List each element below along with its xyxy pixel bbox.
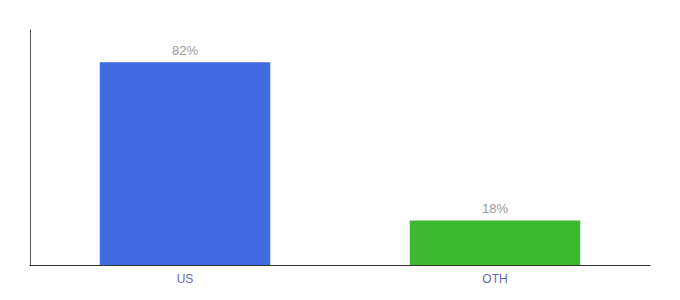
svg-text:18%: 18% bbox=[482, 201, 508, 216]
svg-text:82%: 82% bbox=[172, 43, 198, 58]
svg-text:US: US bbox=[177, 272, 194, 286]
svg-text:OTH: OTH bbox=[482, 272, 507, 286]
